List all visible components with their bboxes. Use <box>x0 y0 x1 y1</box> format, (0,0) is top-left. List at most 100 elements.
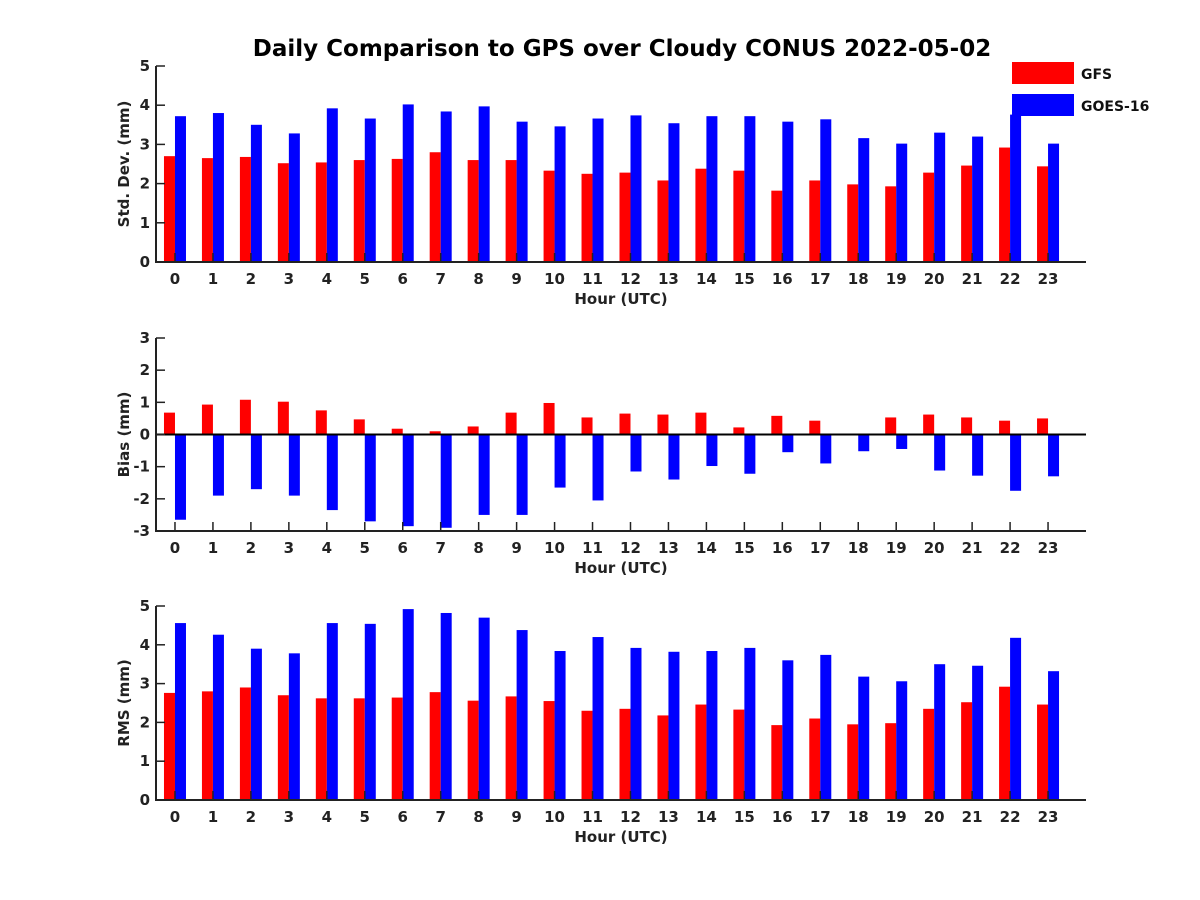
x-tick-label-bias-10: 10 <box>544 539 565 557</box>
y-tick-label-bias-3: 3 <box>140 329 150 347</box>
bar-bias-goes16-20 <box>934 434 946 471</box>
bar-std-goes16-14 <box>706 116 718 263</box>
bar-bias-gfs-22 <box>999 420 1011 435</box>
bar-rms-gfs-13 <box>657 715 669 800</box>
bar-std-goes16-7 <box>440 111 452 262</box>
x-tick-label-bias-17: 17 <box>810 539 831 557</box>
bar-rms-goes16-22 <box>1010 637 1022 800</box>
bar-rms-gfs-16 <box>771 725 783 800</box>
x-tick-label-rms-2: 2 <box>246 808 256 826</box>
x-tick-label-rms-10: 10 <box>544 808 565 826</box>
bar-std-goes16-8 <box>478 106 490 262</box>
x-tick-label-bias-16: 16 <box>772 539 793 557</box>
bar-bias-gfs-5 <box>353 419 365 435</box>
bar-std-goes16-6 <box>402 104 414 262</box>
bar-rms-goes16-20 <box>934 664 946 800</box>
bar-std-goes16-5 <box>364 118 376 262</box>
x-tick-label-bias-18: 18 <box>848 539 869 557</box>
bar-std-goes16-10 <box>554 126 566 263</box>
bar-std-gfs-9 <box>505 160 517 262</box>
legend-swatch-goes16 <box>1012 94 1074 116</box>
bar-std-goes16-17 <box>820 119 832 262</box>
bar-rms-gfs-8 <box>467 700 479 800</box>
x-tick-label-bias-13: 13 <box>658 539 679 557</box>
y-axis-label-rms: RMS (mm) <box>115 659 133 746</box>
x-tick-label-rms-13: 13 <box>658 808 679 826</box>
bar-bias-goes16-16 <box>782 434 794 453</box>
bar-std-goes16-1 <box>212 113 224 262</box>
bar-bias-gfs-6 <box>391 428 403 435</box>
bar-std-goes16-9 <box>516 121 528 262</box>
bar-rms-goes16-8 <box>478 617 490 800</box>
bar-std-goes16-11 <box>592 118 604 262</box>
x-tick-label-bias-14: 14 <box>696 539 717 557</box>
x-tick-label-rms-5: 5 <box>360 808 370 826</box>
x-tick-label-bias-20: 20 <box>924 539 945 557</box>
bar-std-gfs-4 <box>315 162 327 262</box>
bar-rms-gfs-3 <box>277 695 289 800</box>
bar-bias-goes16-18 <box>858 434 870 452</box>
bar-std-gfs-20 <box>923 172 935 262</box>
bar-rms-gfs-6 <box>391 697 403 800</box>
x-tick-label-std-14: 14 <box>696 270 717 288</box>
bar-rms-gfs-20 <box>923 708 935 800</box>
y-tick-label-rms-1: 1 <box>140 752 150 770</box>
x-tick-label-rms-22: 22 <box>1000 808 1021 826</box>
bar-bias-gfs-11 <box>581 417 593 435</box>
bar-bias-gfs-1 <box>201 404 213 435</box>
x-tick-label-rms-11: 11 <box>582 808 603 826</box>
x-tick-label-rms-4: 4 <box>322 808 332 826</box>
bar-rms-goes16-10 <box>554 651 566 800</box>
bar-rms-goes16-6 <box>402 609 414 800</box>
x-tick-label-bias-3: 3 <box>284 539 294 557</box>
x-tick-label-std-9: 9 <box>511 270 521 288</box>
y-tick-label-std-4: 4 <box>140 96 150 114</box>
bar-std-gfs-19 <box>885 186 897 262</box>
y-tick-label-std-3: 3 <box>140 135 150 153</box>
bar-rms-gfs-12 <box>619 708 631 800</box>
bar-rms-goes16-9 <box>516 630 528 800</box>
x-tick-label-rms-3: 3 <box>284 808 294 826</box>
bar-rms-goes16-14 <box>706 651 718 800</box>
bar-rms-gfs-15 <box>733 709 745 800</box>
bar-bias-goes16-3 <box>288 434 300 496</box>
bar-bias-gfs-4 <box>315 410 327 435</box>
bar-std-goes16-12 <box>630 115 642 262</box>
x-tick-label-rms-14: 14 <box>696 808 717 826</box>
bar-std-goes16-15 <box>744 116 756 263</box>
x-tick-label-rms-19: 19 <box>886 808 907 826</box>
x-tick-label-std-13: 13 <box>658 270 679 288</box>
bar-std-gfs-8 <box>467 160 479 262</box>
bar-bias-goes16-12 <box>630 434 642 472</box>
x-tick-label-std-7: 7 <box>435 270 445 288</box>
bar-bias-goes16-23 <box>1048 434 1060 477</box>
legend-label-goes16: GOES-16 <box>1081 99 1149 115</box>
bar-rms-goes16-15 <box>744 647 756 800</box>
x-tick-label-bias-4: 4 <box>322 539 332 557</box>
x-tick-label-bias-9: 9 <box>511 539 521 557</box>
bar-bias-gfs-14 <box>695 412 707 435</box>
bar-std-gfs-5 <box>353 160 365 262</box>
bar-bias-goes16-11 <box>592 434 604 501</box>
x-tick-label-std-12: 12 <box>620 270 641 288</box>
bar-std-goes16-16 <box>782 121 794 262</box>
x-tick-label-std-2: 2 <box>246 270 256 288</box>
y-tick-label-std-5: 5 <box>140 57 150 75</box>
x-tick-label-std-5: 5 <box>360 270 370 288</box>
bar-bias-goes16-4 <box>326 434 338 511</box>
bar-std-gfs-11 <box>581 173 593 262</box>
x-tick-label-std-20: 20 <box>924 270 945 288</box>
bar-bias-goes16-7 <box>440 434 452 528</box>
bar-bias-goes16-21 <box>972 434 984 476</box>
bar-rms-goes16-12 <box>630 647 642 800</box>
x-tick-label-bias-0: 0 <box>170 539 180 557</box>
x-tick-label-rms-15: 15 <box>734 808 755 826</box>
x-tick-label-rms-17: 17 <box>810 808 831 826</box>
bar-std-gfs-18 <box>847 184 859 262</box>
x-tick-label-std-18: 18 <box>848 270 869 288</box>
x-tick-label-std-17: 17 <box>810 270 831 288</box>
bar-bias-gfs-10 <box>543 402 555 435</box>
x-tick-label-rms-21: 21 <box>962 808 983 826</box>
